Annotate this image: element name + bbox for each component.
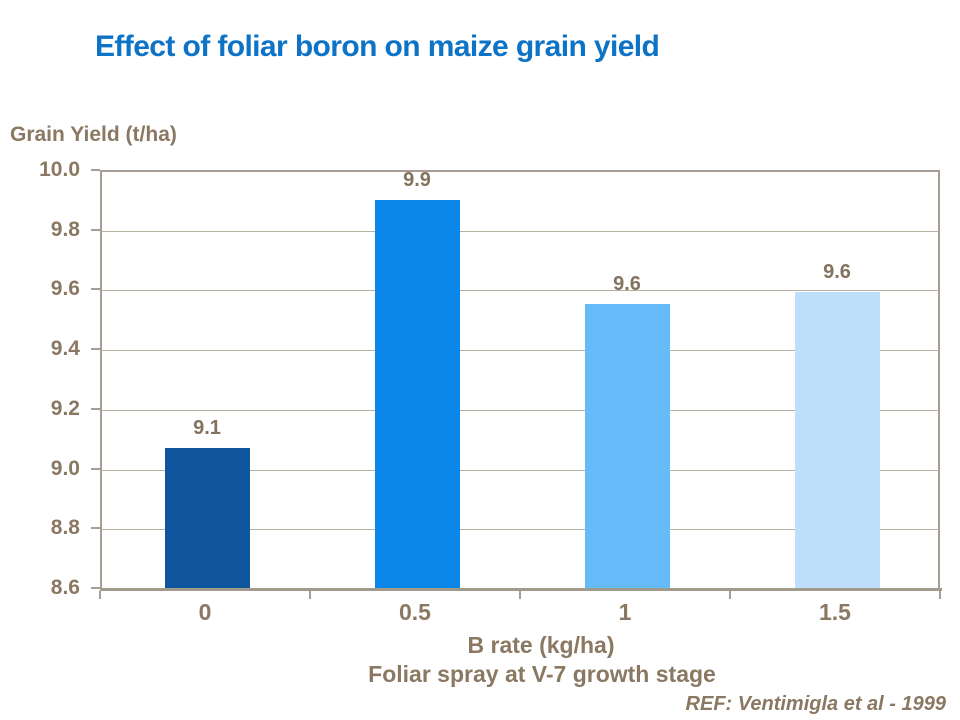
y-tick-label: 8.8 bbox=[50, 516, 80, 539]
chart-title: Effect of foliar boron on maize grain yi… bbox=[95, 30, 660, 63]
gridline bbox=[102, 529, 938, 530]
x-axis-title: B rate (kg/ha) bbox=[467, 632, 615, 658]
x-tick-label: 0 bbox=[198, 599, 212, 625]
gridline bbox=[102, 290, 938, 291]
gridline bbox=[102, 410, 938, 411]
x-tick-label: 0.5 bbox=[399, 599, 431, 625]
y-tick-mark bbox=[91, 229, 100, 231]
bar-1 bbox=[585, 304, 670, 588]
bar-value-label: 9.6 bbox=[613, 273, 641, 295]
gridline bbox=[102, 470, 938, 471]
y-tick-label: 9.4 bbox=[50, 337, 80, 360]
bar-1.5 bbox=[795, 292, 880, 588]
bar-value-label: 9.9 bbox=[403, 169, 431, 191]
y-tick-label: 9.6 bbox=[50, 277, 80, 300]
y-tick-label: 9.8 bbox=[50, 218, 80, 241]
y-tick-label: 9.2 bbox=[50, 397, 80, 420]
bar-0 bbox=[165, 448, 250, 588]
y-tick-mark bbox=[91, 468, 100, 470]
y-tick-mark bbox=[91, 408, 100, 410]
y-tick-mark bbox=[91, 169, 100, 171]
y-axis-title: Grain Yield (t/ha) bbox=[10, 123, 177, 146]
x-tick-label: 1.5 bbox=[819, 599, 851, 625]
x-tick-mark bbox=[99, 591, 101, 599]
x-axis-line bbox=[100, 588, 942, 591]
bar-value-label: 9.1 bbox=[193, 417, 221, 439]
gridline bbox=[102, 231, 938, 232]
y-tick-label: 9.0 bbox=[50, 457, 80, 480]
y-tick-mark bbox=[91, 348, 100, 350]
x-tick-mark bbox=[729, 591, 731, 599]
bar-value-label: 9.6 bbox=[823, 261, 851, 283]
y-tick-mark bbox=[91, 288, 100, 290]
y-tick-label: 8.6 bbox=[50, 576, 80, 599]
x-axis-subtitle: Foliar spray at V-7 growth stage bbox=[368, 661, 716, 687]
y-tick-label: 10.0 bbox=[39, 158, 80, 181]
y-tick-mark bbox=[91, 527, 100, 529]
plot-area: 9.1 9.9 9.6 9.6 bbox=[100, 169, 940, 588]
x-tick-mark bbox=[519, 591, 521, 599]
x-tick-label: 1 bbox=[618, 599, 632, 625]
reference-citation: REF: Ventimigla et al - 1999 bbox=[685, 693, 946, 715]
gridline bbox=[102, 350, 938, 351]
y-tick-mark bbox=[91, 587, 100, 589]
x-tick-mark bbox=[939, 591, 941, 599]
bar-0.5 bbox=[375, 200, 460, 588]
x-tick-mark bbox=[309, 591, 311, 599]
